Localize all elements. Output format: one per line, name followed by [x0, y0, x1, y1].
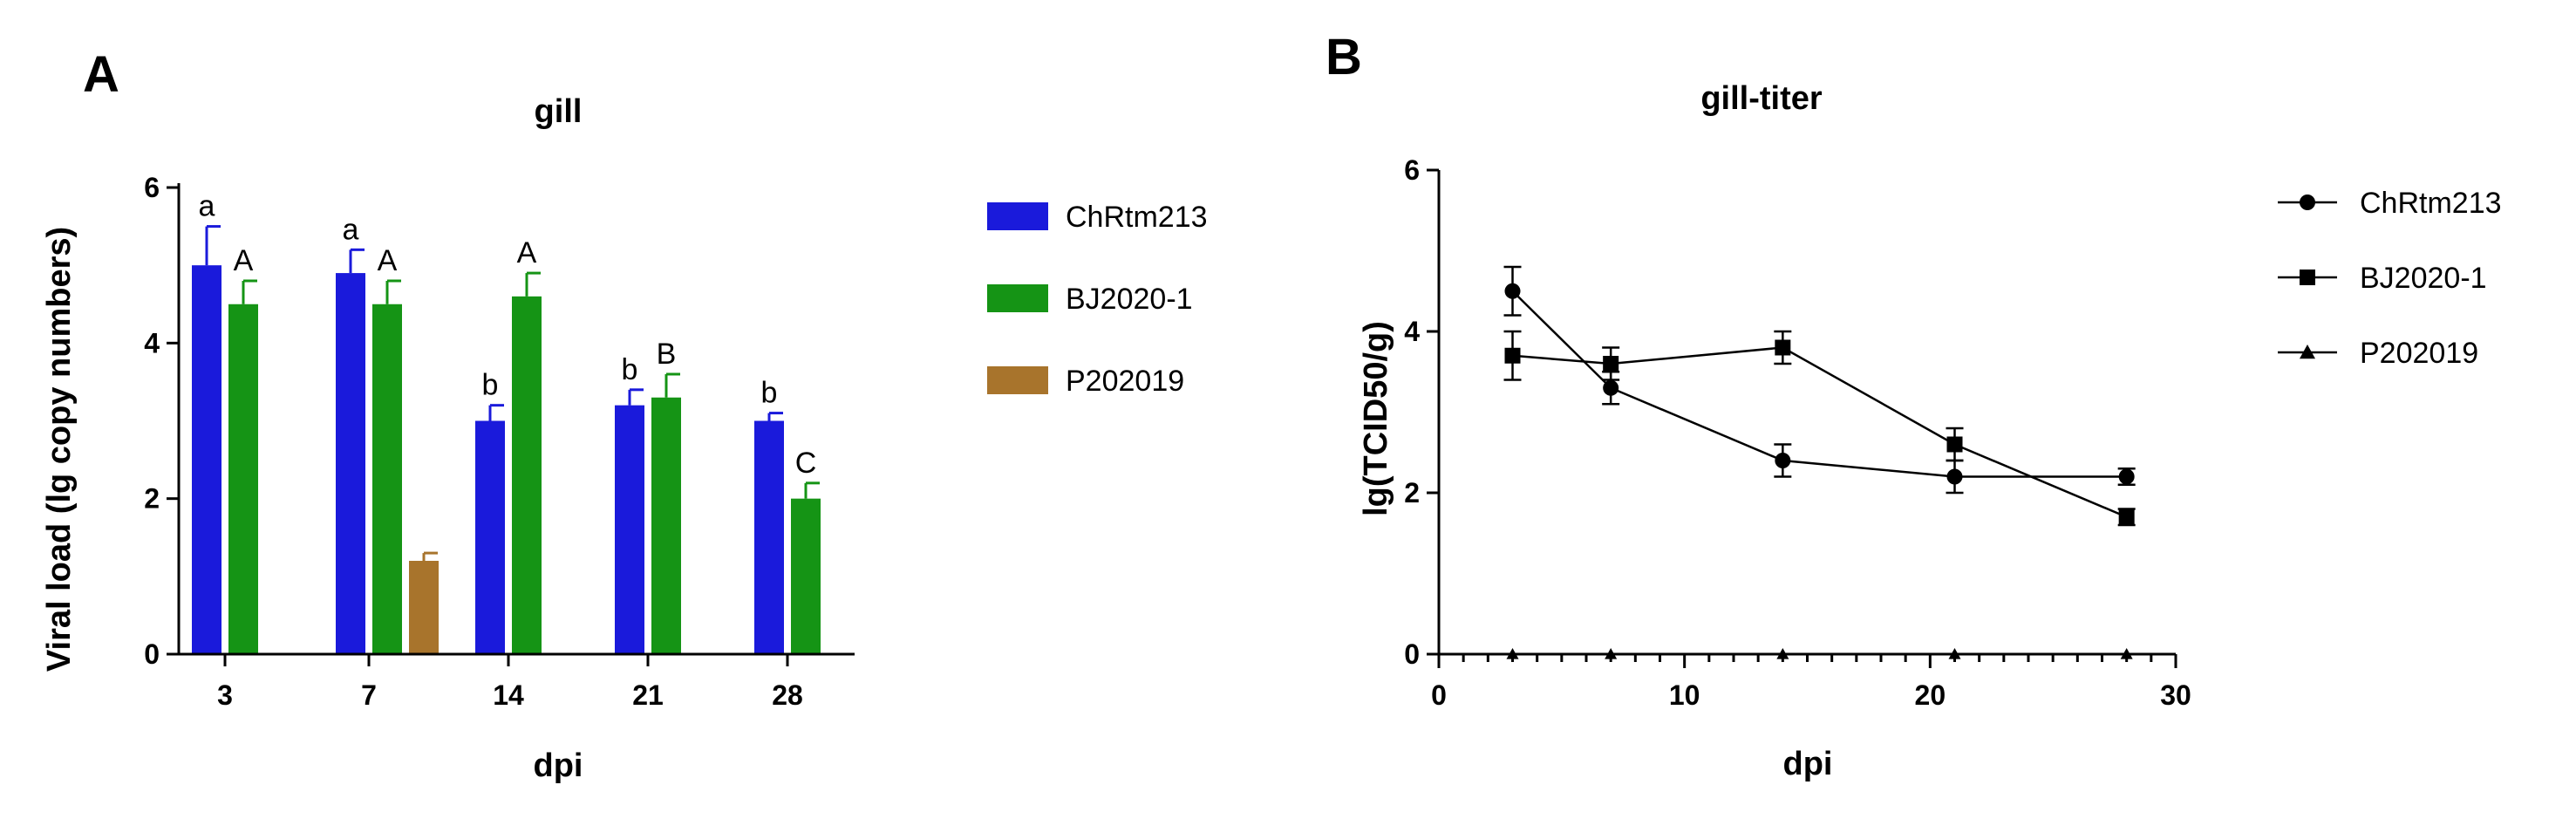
legend-swatch: [987, 366, 1048, 394]
y-tick-label: 4: [144, 327, 160, 358]
legend-label: ChRtm213: [1066, 201, 1208, 234]
significance-label: C: [795, 447, 817, 480]
series-chrtm213: [1503, 265, 2136, 495]
circle-marker: [2118, 468, 2135, 485]
square-marker: [1946, 436, 1963, 453]
panel-b-title: gill-titer: [1700, 80, 1823, 117]
panel-a-y-axis-label: Viral load (lg copy numbers): [41, 227, 78, 672]
x-tick-label: 30: [2160, 679, 2191, 711]
series-bj2020-1: [1503, 330, 2136, 527]
x-tick-label: 28: [772, 679, 803, 711]
panel-a-title: gill: [535, 93, 583, 130]
y-tick-label: 4: [1404, 316, 1420, 347]
y-tick-label: 2: [1404, 477, 1420, 508]
square-marker: [1504, 347, 1521, 364]
legend-label: BJ2020-1: [2360, 262, 2487, 295]
significance-label: A: [378, 244, 398, 277]
y-tick-label: 6: [1404, 154, 1420, 186]
panel-b-letter: B: [1325, 29, 1362, 85]
y-tick-label: 6: [144, 172, 160, 203]
panel-b-y-ticks: 0 2 4 6: [1404, 154, 1439, 670]
panel-a-x-axis-label: dpi: [534, 747, 583, 784]
x-tick-label: 10: [1669, 679, 1700, 711]
significance-label: A: [517, 236, 537, 270]
significance-label: a: [343, 213, 359, 246]
bar: [372, 304, 402, 654]
circle-marker: [1603, 379, 1619, 396]
bar: [409, 561, 439, 654]
significance-label: b: [482, 369, 499, 402]
y-tick-label: 2: [144, 483, 160, 515]
bar: [754, 420, 784, 654]
square-marker: [1775, 339, 1791, 356]
significance-label: b: [622, 353, 638, 386]
panel-b-x-axis-label: dpi: [1783, 746, 1833, 782]
significance-label: a: [199, 190, 215, 223]
panel-b-x-ticks: 0 10 20 30: [1431, 654, 2191, 711]
y-tick-label: 0: [1404, 638, 1420, 670]
bar: [475, 420, 505, 654]
legend-swatch: [987, 202, 1048, 230]
legend-label: ChRtm213: [2360, 187, 2502, 220]
panel-a-bar-chart: A gill Viral load (lg copy numbers) dpi …: [41, 46, 1208, 784]
circle-marker: [1775, 453, 1791, 468]
panel-a-y-ticks: 0 2 4 6: [144, 172, 179, 670]
series-line: [1512, 346, 2128, 518]
panel-a-bars: [192, 265, 821, 654]
significance-label: b: [761, 377, 778, 410]
circle-marker: [1946, 468, 1963, 485]
panel-a-error-bars: [205, 225, 820, 561]
x-tick-label: 3: [217, 679, 233, 711]
circle-marker: [1504, 283, 1521, 299]
legend-swatch: [987, 284, 1048, 312]
panel-b-series: [1503, 265, 2136, 659]
legend-label: P202019: [1066, 365, 1184, 398]
panel-b-legend: ChRtm213 BJ2020-1 P202019: [2278, 187, 2502, 370]
bar: [651, 397, 681, 654]
panel-a-significance-labels: a a b b b A A A B C: [199, 190, 817, 480]
square-marker: [2118, 508, 2135, 525]
bar: [192, 265, 221, 654]
square-marker: [1603, 356, 1619, 372]
x-tick-label: 7: [361, 679, 377, 711]
bar: [791, 498, 821, 654]
bar: [228, 304, 258, 654]
panel-b-line-chart: B gill-titer lg(TCID50/g) dpi 0 2 4 6 0 10 20…: [1325, 29, 2502, 782]
significance-label: B: [657, 338, 677, 371]
bar: [336, 273, 365, 654]
legend-label: P202019: [2360, 337, 2478, 370]
panel-a-letter: A: [83, 46, 119, 103]
circle-marker: [2300, 195, 2315, 210]
triangle-marker: [2300, 345, 2315, 359]
panel-a-legend: ChRtm213 BJ2020-1 P202019: [987, 201, 1208, 398]
bar: [512, 296, 542, 654]
x-tick-label: 14: [493, 679, 524, 711]
x-tick-label: 0: [1431, 679, 1447, 711]
significance-label: A: [234, 244, 254, 277]
square-marker: [2300, 270, 2315, 285]
panel-b-y-axis-label: lg(TCID50/g): [1358, 321, 1394, 516]
y-tick-label: 0: [144, 638, 160, 670]
bar: [615, 405, 644, 654]
x-tick-label: 21: [632, 679, 664, 711]
legend-label: BJ2020-1: [1066, 283, 1193, 316]
x-tick-label: 20: [1915, 679, 1946, 711]
panel-a-x-ticks: 3 7 14 21 28: [217, 654, 803, 711]
